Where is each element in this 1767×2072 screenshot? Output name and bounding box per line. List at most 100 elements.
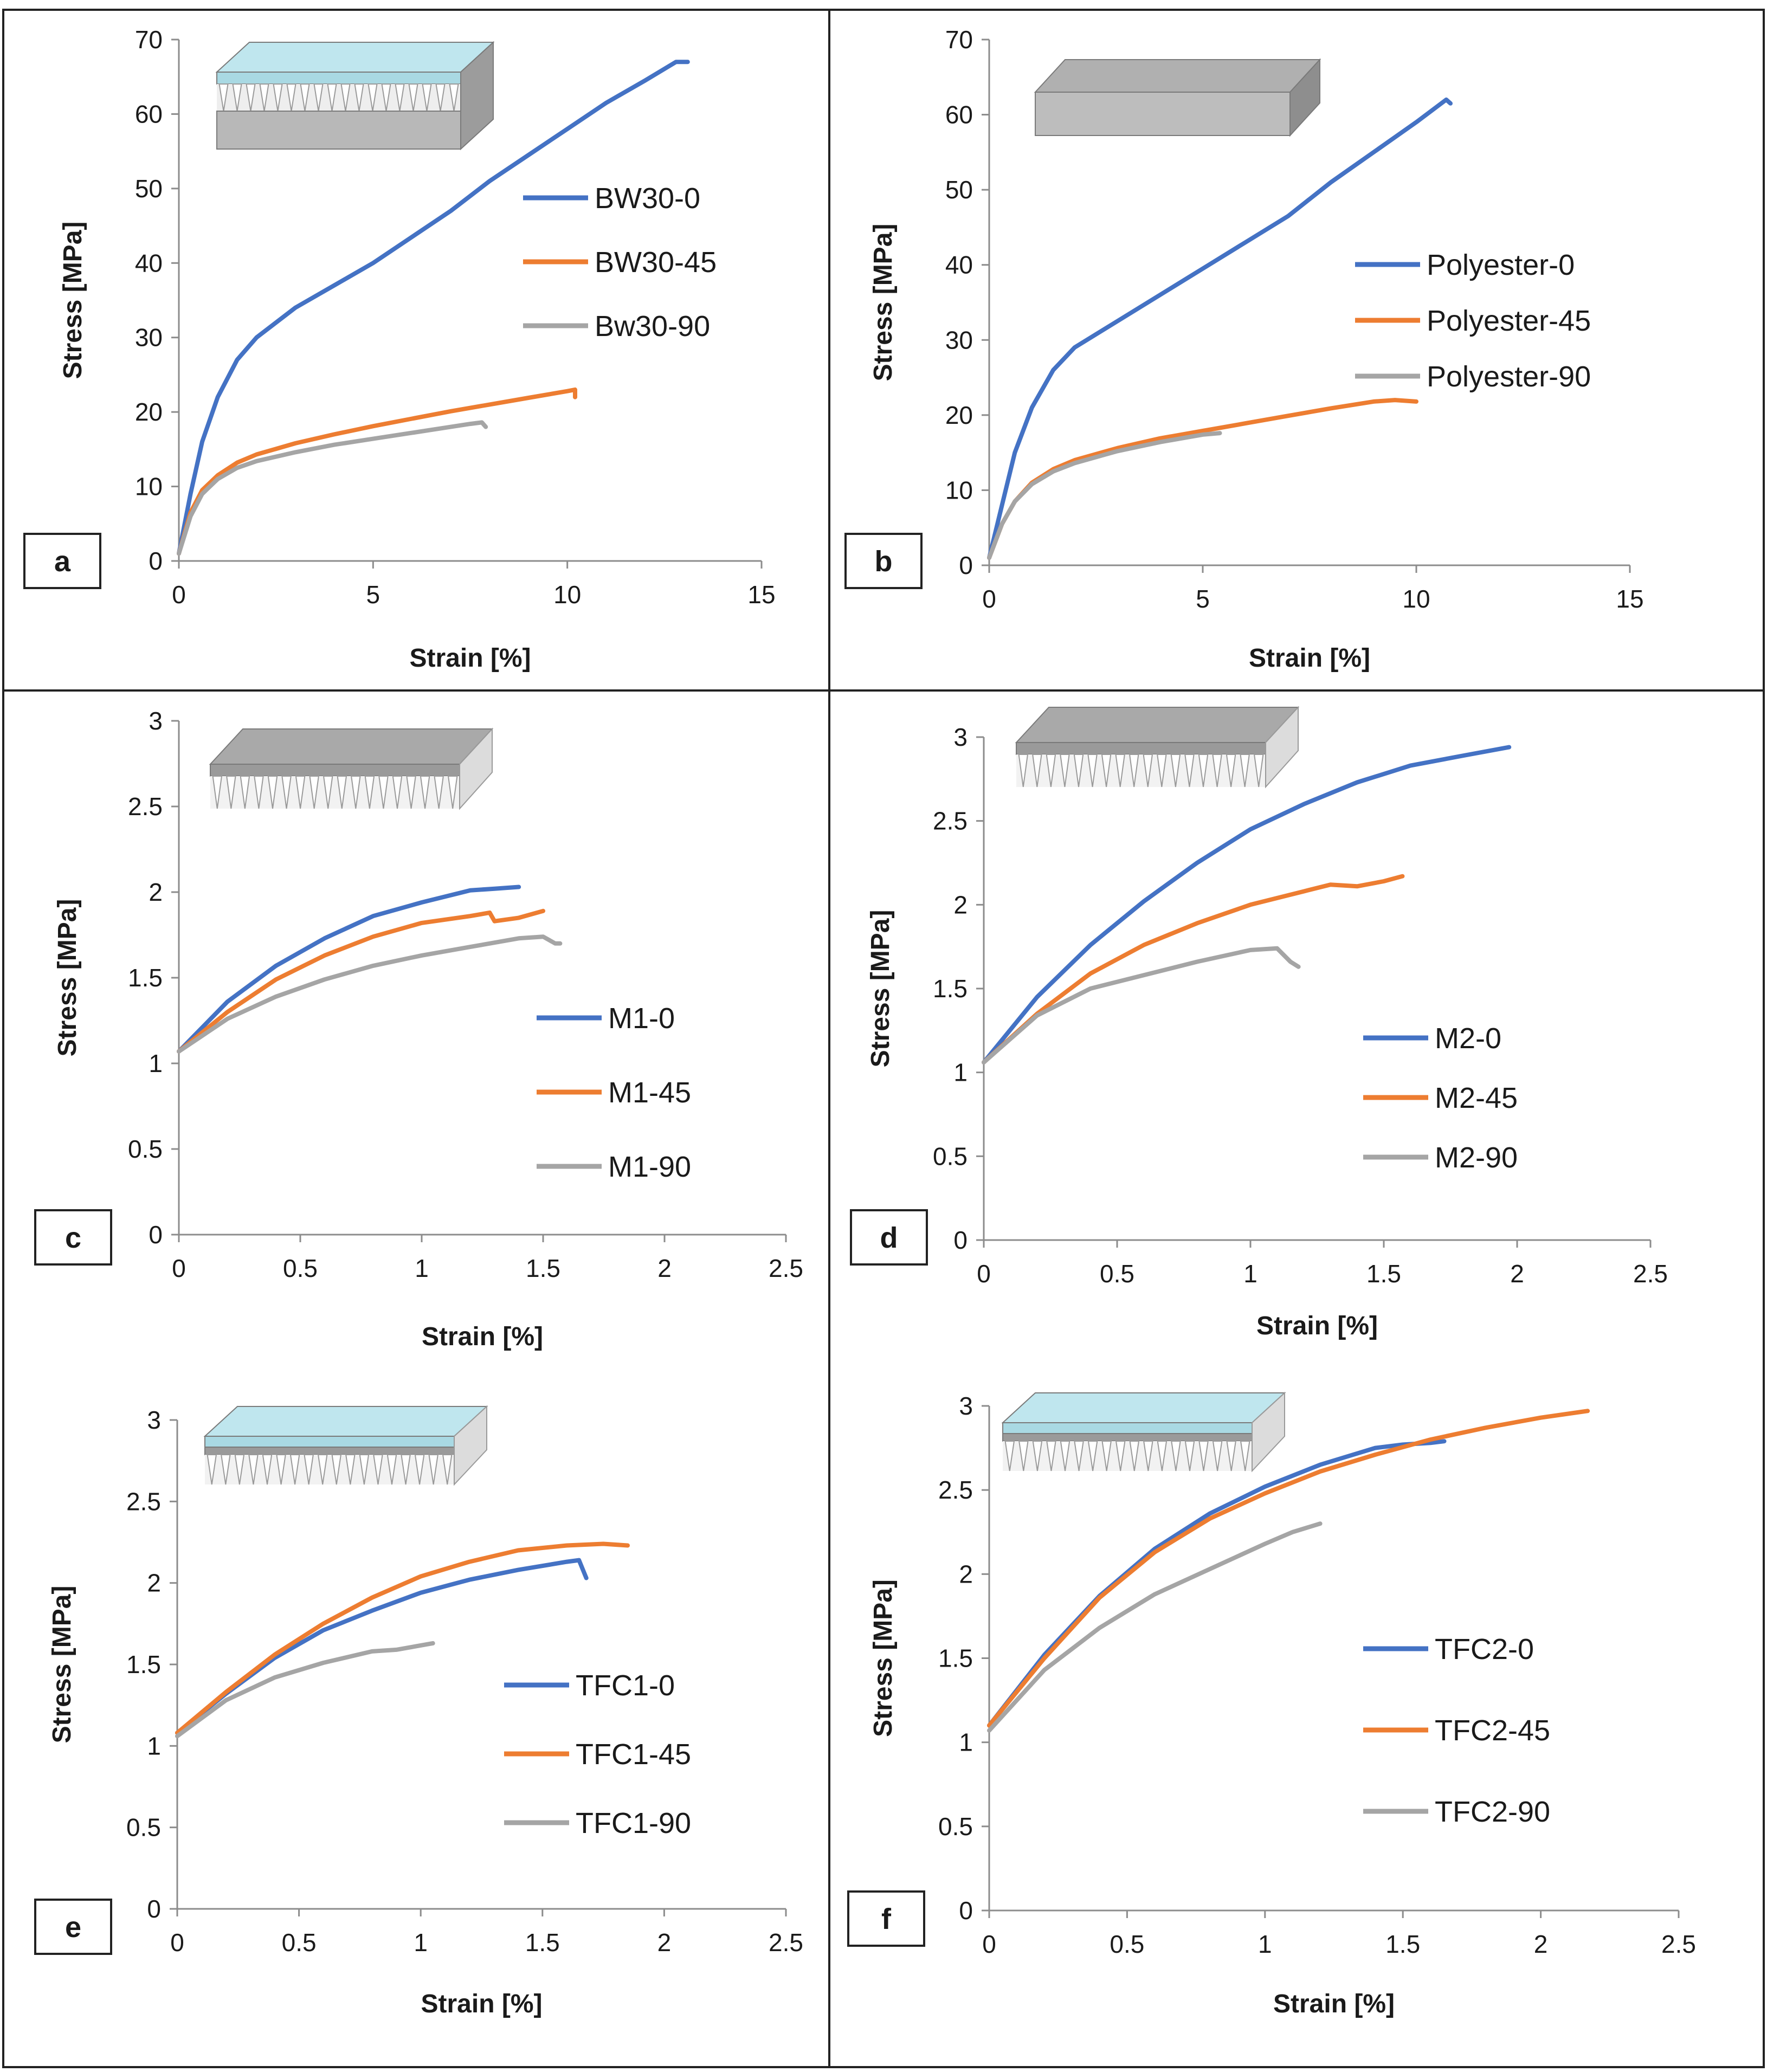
x-tick-label: 2 — [1534, 1930, 1548, 1958]
y-tick-label: 70 — [135, 25, 163, 54]
legend-label: TFC2-45 — [1435, 1714, 1550, 1747]
membrane-top-layer — [1001, 1392, 1286, 1423]
porous-fingers — [207, 1454, 453, 1485]
legend-label: Polyester-90 — [1427, 360, 1591, 393]
y-tick-label: 0 — [149, 547, 163, 575]
membrane-front-face — [1002, 1422, 1253, 1434]
y-tick-label: 2.5 — [938, 1476, 973, 1504]
x-axis-title: Strain [%] — [1256, 1312, 1378, 1340]
legend-label: TFC1-0 — [576, 1669, 675, 1702]
legend-label: Polyester-45 — [1427, 305, 1591, 337]
finger-layer-bg — [1003, 1441, 1252, 1471]
y-tick-label: 3 — [149, 707, 163, 735]
y-tick-label: 2.5 — [933, 807, 968, 835]
series-line-tfc1-45 — [175, 1541, 630, 1735]
porous-fingers — [212, 776, 458, 809]
x-axis-title: Strain [%] — [1273, 1990, 1395, 2018]
series-line-tfc2-45 — [987, 1409, 1590, 1728]
x-tick-label: 2.5 — [769, 1928, 803, 1957]
membrane-on-support-icon — [1001, 1391, 1286, 1473]
y-tick-label: 70 — [945, 25, 973, 54]
legend-label: M2-45 — [1435, 1082, 1518, 1114]
x-tick-label: 0.5 — [283, 1254, 318, 1282]
y-tick-label: 30 — [135, 324, 163, 352]
x-tick-label: 0.5 — [282, 1928, 317, 1957]
support-side-face — [1252, 1391, 1285, 1473]
panel-letter: b — [875, 545, 893, 578]
series-line-bw30-45 — [177, 387, 577, 556]
series-line-polyester-45 — [987, 398, 1418, 560]
x-tick-label: 0 — [172, 580, 186, 609]
legend-label: TFC1-45 — [576, 1738, 691, 1771]
x-tick-label: 0 — [172, 1254, 186, 1282]
y-tick-label: 30 — [945, 326, 973, 354]
finger-layer-bg — [1016, 754, 1266, 787]
y-axis-title: Stress [MPa] — [53, 899, 82, 1057]
y-tick-label: 1.5 — [938, 1644, 973, 1673]
y-tick-label: 2.5 — [126, 1487, 161, 1515]
y-tick-label: 1 — [149, 1049, 163, 1077]
y-tick-label: 1.5 — [933, 974, 968, 1003]
support-side-face — [454, 1405, 487, 1486]
series-line-tfc1-90 — [175, 1641, 435, 1739]
support-front-face — [1002, 1433, 1253, 1442]
y-tick-label: 40 — [945, 251, 973, 279]
y-tick-label: 2 — [149, 878, 163, 906]
x-tick-label: 2.5 — [769, 1254, 803, 1282]
y-tick-label: 10 — [135, 473, 163, 501]
x-axis-title: Strain [%] — [422, 1322, 543, 1351]
y-axis-title: Stress [MPa] — [48, 1586, 76, 1744]
membrane-top-layer — [215, 42, 495, 73]
series-line-m2-0 — [982, 745, 1512, 1065]
membrane-front-face — [204, 1436, 455, 1448]
y-tick-label: 3 — [959, 1392, 973, 1420]
x-tick-label: 10 — [553, 580, 581, 609]
block-front-face — [1035, 92, 1291, 136]
chart-panel-f: 0 0.5 1 1.5 2 2.5 3 0 0.5 1 1.5 2 2.5 Strain [%] Stres… — [847, 1392, 1696, 2018]
x-tick-label: 0 — [982, 1930, 996, 1958]
y-tick-label: 2 — [147, 1569, 161, 1597]
y-tick-label: 0.5 — [933, 1142, 968, 1170]
y-tick-label: 0 — [959, 551, 973, 579]
x-tick-label: 2.5 — [1633, 1260, 1668, 1288]
finger-layer-bg — [205, 1455, 454, 1484]
legend-label: Bw30-90 — [595, 310, 710, 343]
legend-label: TFC1-90 — [576, 1807, 691, 1839]
y-tick-label: 1 — [959, 1728, 973, 1757]
membrane-on-support-icon — [203, 1405, 488, 1486]
y-tick-label: 3 — [953, 723, 968, 751]
panel-letter-box — [23, 533, 101, 589]
x-tick-label: 1.5 — [1385, 1930, 1420, 1958]
porous-support-icon — [1015, 706, 1300, 789]
y-tick-label: 2.5 — [128, 792, 163, 821]
y-tick-label: 0.5 — [128, 1135, 163, 1163]
x-tick-label: 10 — [1402, 585, 1430, 613]
finger-layer-bg — [217, 84, 461, 111]
y-tick-label: 60 — [135, 100, 163, 128]
y-tick-label: 0 — [959, 1896, 973, 1925]
chart-panel-b: 0 10 20 30 40 50 60 70 0 5 10 15 Strain [%] Stress [M… — [844, 25, 1644, 673]
y-axis-title: Stress [MPa] — [866, 910, 895, 1068]
panel-letter-box — [844, 533, 923, 589]
y-tick-label: 40 — [135, 249, 163, 277]
legend-label: Polyester-0 — [1427, 249, 1575, 281]
support-front-face — [204, 1447, 455, 1455]
y-tick-label: 3 — [147, 1406, 161, 1434]
x-tick-label: 1 — [1258, 1930, 1272, 1958]
series-line-tfc1-0 — [175, 1558, 589, 1735]
panel-letter: c — [65, 1222, 81, 1254]
support-side-face — [1265, 706, 1299, 789]
y-tick-label: 50 — [135, 175, 163, 203]
chart-panel-e: 0 0.5 1 1.5 2 2.5 3 0 0.5 1 1.5 2 2.5 Strain [%] Stres… — [34, 1406, 803, 2018]
legend-label: M1-45 — [608, 1076, 691, 1109]
x-tick-label: 5 — [366, 580, 381, 609]
x-tick-label: 5 — [1196, 585, 1210, 613]
series-line-polyester-90 — [987, 431, 1222, 560]
legend-label: M1-0 — [608, 1002, 675, 1035]
x-tick-label: 2 — [1510, 1260, 1524, 1288]
y-axis-title: Stress [MPa] — [869, 1579, 898, 1737]
x-tick-label: 2 — [657, 1928, 672, 1957]
porous-fingers — [1018, 754, 1264, 788]
